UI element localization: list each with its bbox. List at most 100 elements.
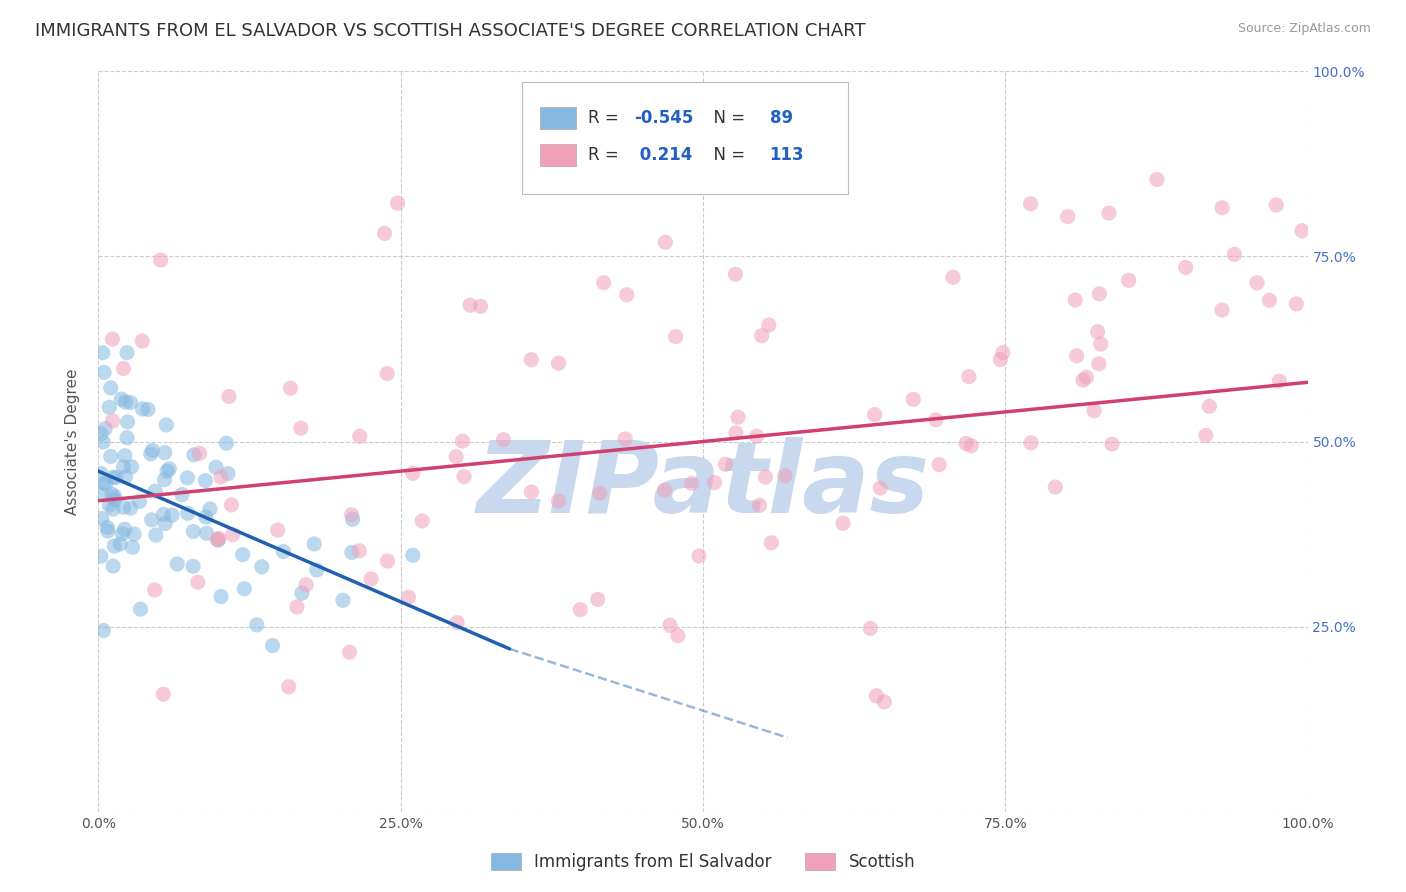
Point bbox=[1285, 297, 1308, 311]
Point bbox=[122, 527, 145, 541]
Point bbox=[724, 425, 747, 440]
Point bbox=[222, 527, 245, 541]
Point bbox=[181, 559, 204, 574]
Point bbox=[188, 446, 211, 460]
Point bbox=[277, 680, 299, 694]
Point bbox=[1198, 399, 1220, 413]
FancyBboxPatch shape bbox=[540, 144, 576, 166]
Point bbox=[195, 526, 218, 541]
FancyBboxPatch shape bbox=[522, 82, 848, 194]
Point bbox=[141, 443, 163, 458]
Point bbox=[748, 499, 770, 513]
Point bbox=[1098, 206, 1121, 220]
Point bbox=[181, 524, 204, 539]
Point bbox=[991, 345, 1014, 359]
Point bbox=[91, 345, 114, 359]
Point bbox=[1211, 201, 1233, 215]
Y-axis label: Associate's Degree: Associate's Degree bbox=[65, 368, 80, 515]
Point bbox=[547, 356, 569, 370]
Point bbox=[262, 639, 284, 653]
Point bbox=[411, 514, 433, 528]
Point bbox=[1045, 480, 1067, 494]
Point bbox=[654, 483, 676, 497]
Point bbox=[347, 543, 370, 558]
Point bbox=[616, 288, 638, 302]
Point bbox=[187, 575, 209, 590]
Point bbox=[1174, 260, 1197, 275]
Point bbox=[547, 494, 569, 508]
Point bbox=[97, 524, 120, 538]
Text: IMMIGRANTS FROM EL SALVADOR VS SCOTTISH ASSOCIATE'S DEGREE CORRELATION CHART: IMMIGRANTS FROM EL SALVADOR VS SCOTTISH … bbox=[35, 22, 866, 40]
Point bbox=[143, 484, 166, 499]
Point bbox=[208, 532, 231, 546]
Point bbox=[141, 513, 163, 527]
Point bbox=[103, 490, 125, 504]
Point bbox=[157, 462, 180, 476]
Point bbox=[120, 501, 142, 516]
Point bbox=[100, 450, 122, 464]
Text: 113: 113 bbox=[769, 146, 804, 164]
Point bbox=[112, 361, 135, 376]
Point bbox=[131, 402, 153, 417]
Point bbox=[569, 602, 592, 616]
Point bbox=[198, 502, 221, 516]
Text: -0.545: -0.545 bbox=[634, 109, 693, 127]
Point bbox=[681, 476, 703, 491]
Point bbox=[209, 590, 232, 604]
Point bbox=[654, 235, 676, 250]
Point bbox=[233, 582, 256, 596]
Point bbox=[703, 475, 725, 490]
Point bbox=[215, 436, 238, 450]
Point bbox=[291, 586, 314, 600]
Point bbox=[988, 352, 1011, 367]
Point bbox=[91, 624, 114, 638]
Point bbox=[152, 687, 174, 701]
Point bbox=[339, 645, 361, 659]
Point bbox=[1268, 374, 1291, 388]
Point bbox=[863, 408, 886, 422]
Point bbox=[290, 421, 312, 435]
Point bbox=[112, 500, 135, 515]
Point bbox=[1291, 224, 1313, 238]
Legend: Immigrants from El Salvador, Scottish: Immigrants from El Salvador, Scottish bbox=[482, 845, 924, 880]
Point bbox=[152, 508, 174, 522]
Point bbox=[758, 318, 780, 332]
Point bbox=[91, 435, 114, 450]
Point bbox=[751, 328, 773, 343]
Text: N =: N = bbox=[703, 146, 751, 164]
Point bbox=[1056, 210, 1078, 224]
Point bbox=[273, 544, 295, 558]
Point bbox=[267, 523, 290, 537]
Point bbox=[101, 502, 124, 516]
Point bbox=[194, 474, 217, 488]
Point bbox=[1118, 273, 1140, 287]
Point bbox=[194, 510, 217, 524]
Point bbox=[108, 537, 131, 551]
Point bbox=[1019, 196, 1042, 211]
Point bbox=[111, 526, 134, 541]
Point bbox=[754, 470, 776, 484]
Point bbox=[374, 227, 396, 241]
Point bbox=[659, 618, 682, 632]
Point bbox=[90, 549, 112, 564]
Point bbox=[342, 512, 364, 526]
Point bbox=[1265, 198, 1288, 212]
Point bbox=[928, 458, 950, 472]
Point bbox=[101, 414, 124, 428]
Point bbox=[218, 389, 240, 403]
Point bbox=[402, 549, 425, 563]
Point bbox=[166, 557, 188, 571]
Point bbox=[177, 507, 200, 521]
Point bbox=[1064, 293, 1087, 307]
Point bbox=[1088, 286, 1111, 301]
Point bbox=[145, 528, 167, 542]
Point bbox=[745, 429, 768, 443]
Point bbox=[155, 418, 177, 433]
Point bbox=[139, 447, 162, 461]
Point bbox=[1258, 293, 1281, 308]
Point bbox=[103, 539, 125, 553]
Point bbox=[93, 476, 115, 491]
Point bbox=[183, 448, 205, 462]
Point bbox=[285, 599, 308, 614]
Text: Source: ZipAtlas.com: Source: ZipAtlas.com bbox=[1237, 22, 1371, 36]
